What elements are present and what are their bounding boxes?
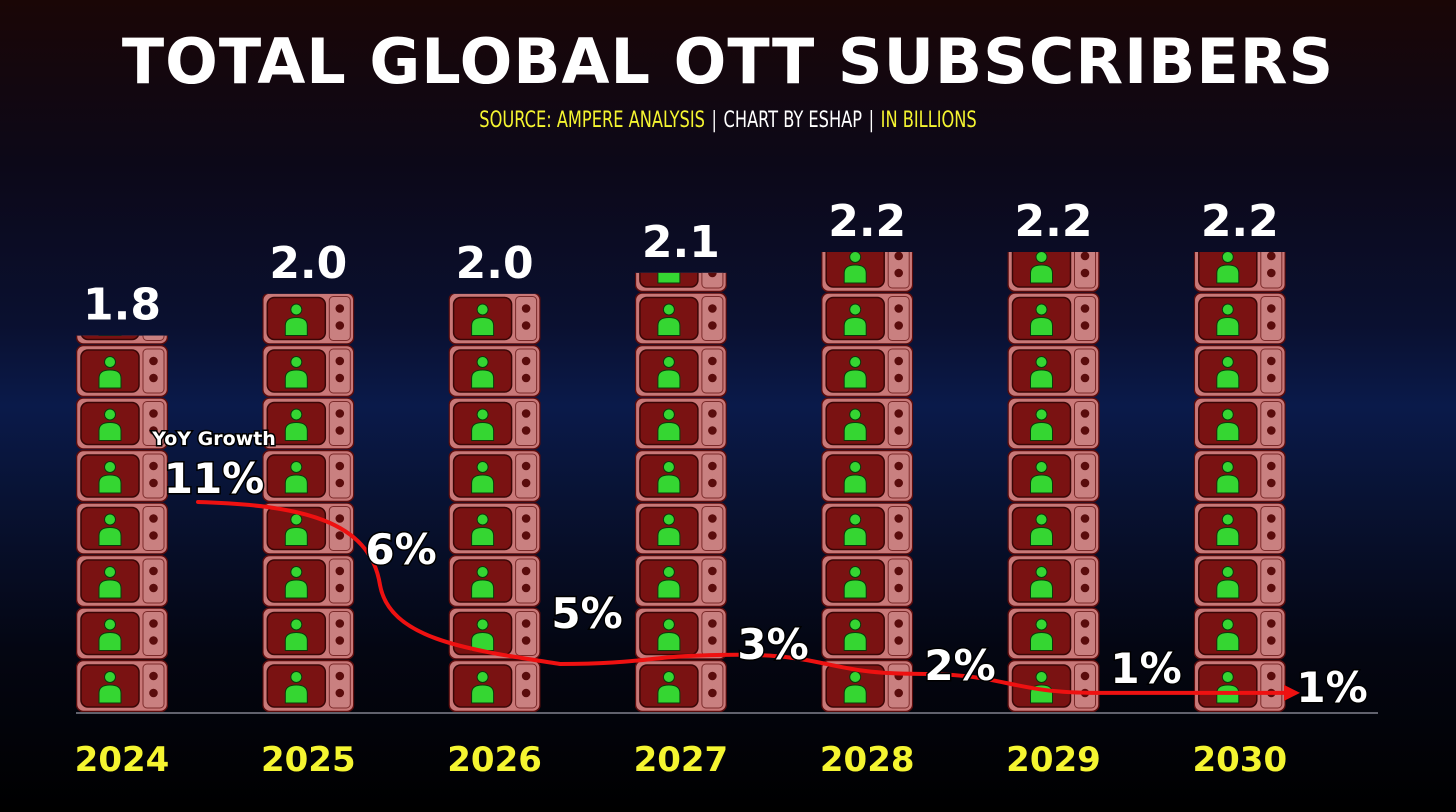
tv-person-icon bbox=[1193, 660, 1286, 712]
tv-person-icon bbox=[821, 292, 914, 345]
subtitle-separator: | bbox=[868, 108, 875, 133]
growth-label: 6% bbox=[365, 525, 436, 574]
growth-trend-line bbox=[196, 500, 1290, 695]
tv-person-icon bbox=[1007, 292, 1100, 345]
tv-person-icon bbox=[634, 397, 727, 450]
tv-person-icon bbox=[76, 502, 168, 555]
tv-person-icon bbox=[1193, 607, 1286, 660]
growth-label: 5% bbox=[551, 589, 622, 638]
tv-person-icon bbox=[821, 252, 914, 292]
bar-2026 bbox=[448, 293, 541, 712]
tv-person-icon bbox=[1193, 252, 1286, 292]
growth-label: 3% bbox=[737, 620, 808, 669]
value-label: 2.0 bbox=[269, 238, 347, 289]
tv-person-icon bbox=[448, 555, 541, 607]
tv-person-icon bbox=[821, 450, 914, 502]
value-label: 2.1 bbox=[642, 217, 720, 268]
tv-person-icon bbox=[262, 607, 355, 660]
x-tick-label: 2025 bbox=[261, 740, 356, 780]
growth-label: 1% bbox=[1110, 644, 1181, 693]
tv-person-icon bbox=[821, 397, 914, 450]
tv-person-icon bbox=[1193, 555, 1286, 607]
growth-series-title: YoY Growth bbox=[151, 428, 276, 450]
source-label: SOURCE: AMPERE ANALYSIS bbox=[479, 108, 705, 133]
tv-person-icon bbox=[448, 450, 541, 502]
x-tick-label: 2024 bbox=[75, 740, 170, 780]
tv-person-icon bbox=[1193, 345, 1286, 397]
x-tick-label: 2030 bbox=[1192, 740, 1287, 780]
tv-person-icon bbox=[1007, 252, 1100, 292]
tv-person-icon bbox=[262, 293, 355, 345]
bar-2030 bbox=[1193, 252, 1286, 712]
tv-person-icon bbox=[634, 345, 727, 397]
bar-2029 bbox=[1007, 252, 1100, 712]
tv-person-icon bbox=[821, 607, 914, 660]
credit-label: CHART BY ESHAP bbox=[723, 108, 863, 133]
tv-person-icon bbox=[1193, 502, 1286, 555]
value-label: 2.0 bbox=[456, 238, 534, 289]
x-tick-label: 2026 bbox=[447, 740, 542, 780]
growth-label: 11% bbox=[164, 454, 265, 503]
growth-label: 2% bbox=[924, 641, 995, 690]
tv-person-icon bbox=[448, 345, 541, 397]
tv-person-icon bbox=[634, 502, 727, 555]
tv-person-icon bbox=[821, 345, 914, 397]
growth-label: 1% bbox=[1296, 663, 1367, 712]
chart-subtitle: SOURCE: AMPERE ANALYSIS | CHART BY ESHAP | I… bbox=[131, 106, 1325, 136]
bar-2028 bbox=[821, 252, 914, 712]
x-tick-label: 2028 bbox=[820, 740, 915, 780]
tv-person-icon bbox=[821, 555, 914, 607]
value-label: 2.2 bbox=[1015, 196, 1093, 247]
value-label: 1.8 bbox=[83, 280, 161, 331]
subtitle-separator: | bbox=[711, 108, 717, 133]
tv-person-icon bbox=[821, 502, 914, 555]
tv-person-icon bbox=[1007, 345, 1100, 397]
tv-person-icon bbox=[262, 397, 355, 450]
tv-person-icon bbox=[76, 555, 168, 607]
page-title: TOTAL GLOBAL OTT SUBSCRIBERS bbox=[121, 25, 1335, 98]
tv-person-icon bbox=[634, 607, 727, 660]
tv-person-icon bbox=[448, 502, 541, 555]
tv-person-icon bbox=[262, 660, 355, 712]
tv-person-icon bbox=[76, 607, 168, 660]
tv-person-icon bbox=[1007, 555, 1100, 607]
value-label: 2.2 bbox=[1201, 196, 1279, 247]
value-label: 2.2 bbox=[828, 196, 906, 247]
tv-person-icon bbox=[634, 555, 727, 607]
tv-person-icon bbox=[76, 345, 168, 397]
tv-person-icon bbox=[1007, 450, 1100, 502]
tv-person-icon bbox=[1193, 292, 1286, 345]
tv-person-icon bbox=[1193, 450, 1286, 502]
arrow-head-icon bbox=[1284, 684, 1300, 701]
tv-person-icon bbox=[76, 450, 168, 502]
tv-person-icon bbox=[634, 292, 727, 345]
tv-person-icon bbox=[448, 660, 541, 712]
tv-person-icon bbox=[1193, 397, 1286, 450]
tv-person-icon bbox=[262, 450, 355, 502]
tv-person-icon bbox=[821, 660, 914, 712]
tv-person-icon bbox=[634, 660, 727, 712]
unit-label: IN BILLIONS bbox=[880, 108, 977, 133]
tv-person-icon bbox=[1007, 502, 1100, 555]
tv-person-icon bbox=[448, 397, 541, 450]
x-tick-label: 2029 bbox=[1006, 740, 1101, 780]
x-tick-label: 2027 bbox=[634, 740, 729, 780]
bar-2025 bbox=[262, 293, 355, 712]
tv-person-icon bbox=[1007, 397, 1100, 450]
tv-person-icon bbox=[634, 450, 727, 502]
tv-person-icon bbox=[262, 345, 355, 397]
tv-person-icon bbox=[76, 660, 168, 712]
tv-person-icon bbox=[1007, 607, 1100, 660]
tv-person-icon bbox=[262, 555, 355, 607]
tv-person-icon bbox=[448, 293, 541, 345]
